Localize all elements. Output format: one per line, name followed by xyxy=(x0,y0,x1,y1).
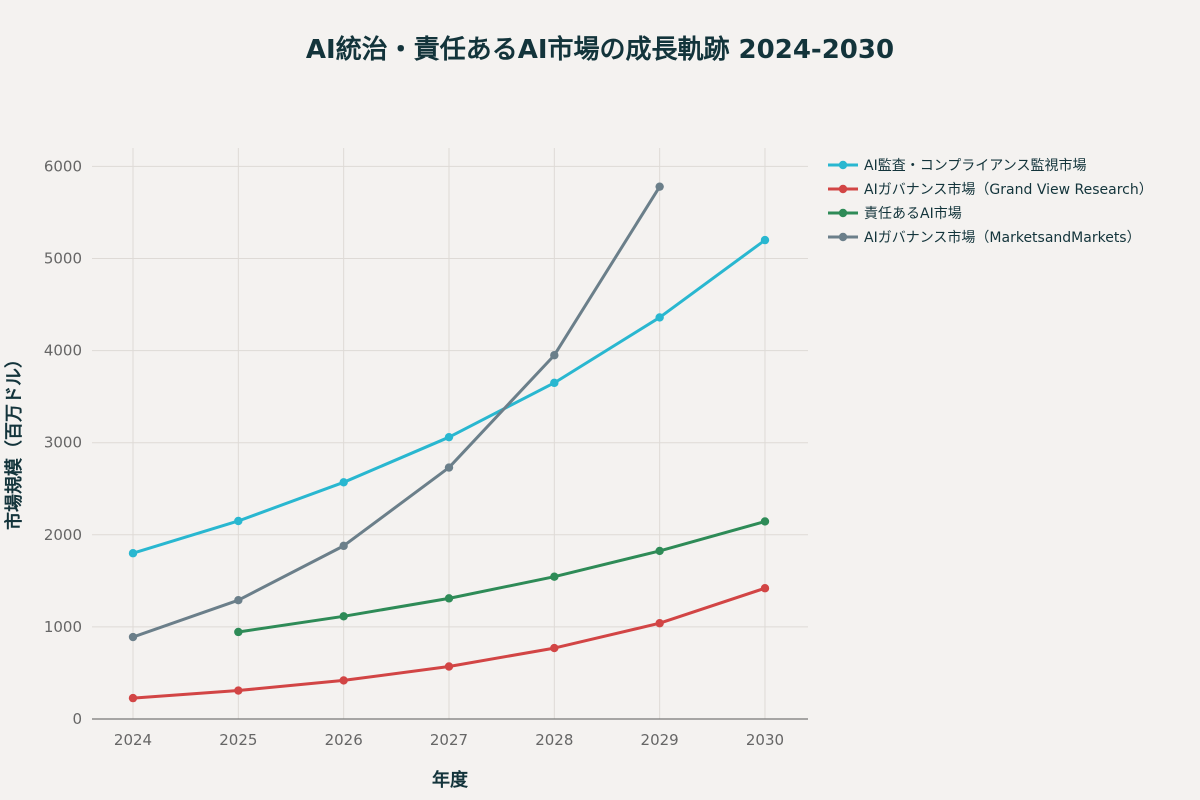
legend-swatch-marker xyxy=(838,232,848,242)
data-point[interactable] xyxy=(655,619,664,628)
data-point[interactable] xyxy=(234,516,243,526)
y-tick-label: 3000 xyxy=(44,434,82,452)
x-tick-label: 2024 xyxy=(114,731,152,749)
data-point[interactable] xyxy=(128,632,138,642)
series-line xyxy=(238,520,766,634)
x-tick-label: 2026 xyxy=(325,731,363,749)
y-tick-label: 0 xyxy=(72,710,82,728)
series-1 xyxy=(128,235,770,558)
series-4 xyxy=(128,182,664,642)
x-tick-label: 2030 xyxy=(746,731,784,749)
legend-item[interactable]: AI監査・コンプライアンス監視市場 xyxy=(828,157,1086,174)
y-tick-label: 1000 xyxy=(44,618,82,636)
data-point[interactable] xyxy=(339,612,348,621)
data-point[interactable] xyxy=(760,235,770,245)
legend-label: 責任あるAI市場 xyxy=(864,205,962,222)
data-point[interactable] xyxy=(550,643,559,653)
data-point[interactable] xyxy=(234,627,243,637)
legend-item[interactable]: AIガバナンス市場（MarketsandMarkets） xyxy=(828,229,1141,246)
data-point[interactable] xyxy=(128,693,138,703)
data-point[interactable] xyxy=(234,595,243,605)
legend-swatch-marker xyxy=(838,184,848,194)
y-tick-label: 4000 xyxy=(44,342,82,360)
series-3 xyxy=(234,517,770,637)
data-point[interactable] xyxy=(444,463,454,472)
data-point[interactable] xyxy=(339,676,348,685)
x-tick-label: 2029 xyxy=(641,731,679,749)
legend-swatch-marker xyxy=(838,208,848,218)
data-point[interactable] xyxy=(550,351,559,360)
series-line xyxy=(132,185,661,639)
legend-swatch-marker xyxy=(838,160,848,170)
x-tick-label: 2027 xyxy=(430,731,468,749)
data-point[interactable] xyxy=(128,549,138,558)
data-point[interactable] xyxy=(444,432,454,442)
data-point[interactable] xyxy=(550,378,559,388)
x-axis-title: 年度 xyxy=(432,769,469,791)
data-point[interactable] xyxy=(655,546,664,556)
data-point[interactable] xyxy=(339,541,348,551)
legend-item[interactable]: AIガバナンス市場（Grand View Research） xyxy=(828,181,1153,198)
data-point[interactable] xyxy=(760,584,770,593)
legend-label: AIガバナンス市場（Grand View Research） xyxy=(864,181,1153,198)
x-tick-label: 2028 xyxy=(535,731,573,749)
data-point[interactable] xyxy=(234,686,243,695)
legend-item[interactable]: 責任あるAI市場 xyxy=(828,205,962,222)
y-axis-title: 市場規模（百万ドル） xyxy=(3,350,25,530)
x-tick-label: 2025 xyxy=(219,731,257,749)
legend[interactable]: AI監査・コンプライアンス監視市場 AIガバナンス市場（Grand View Re… xyxy=(828,157,1153,246)
data-point[interactable] xyxy=(339,478,348,487)
data-point[interactable] xyxy=(444,594,454,603)
legend-label: AI監査・コンプライアンス監視市場 xyxy=(864,157,1086,174)
chart-title: AI統治・責任あるAI市場の成長軌跡 2024-2030 xyxy=(306,34,894,65)
data-point[interactable] xyxy=(655,313,664,322)
axis-layer: 0 1000 2000 3000 4000 5000 6000 2024 2025 2026 202… xyxy=(44,157,808,749)
data-point[interactable] xyxy=(444,662,454,671)
y-tick-label: 6000 xyxy=(44,157,82,175)
series-2 xyxy=(128,584,770,703)
y-tick-label: 5000 xyxy=(44,250,82,268)
data-point[interactable] xyxy=(655,182,664,191)
data-point[interactable] xyxy=(760,517,770,526)
series-layer xyxy=(128,182,770,703)
y-tick-label: 2000 xyxy=(44,526,82,544)
data-point[interactable] xyxy=(550,572,559,581)
grid-layer xyxy=(92,148,808,719)
legend-label: AIガバナンス市場（MarketsandMarkets） xyxy=(864,229,1141,246)
